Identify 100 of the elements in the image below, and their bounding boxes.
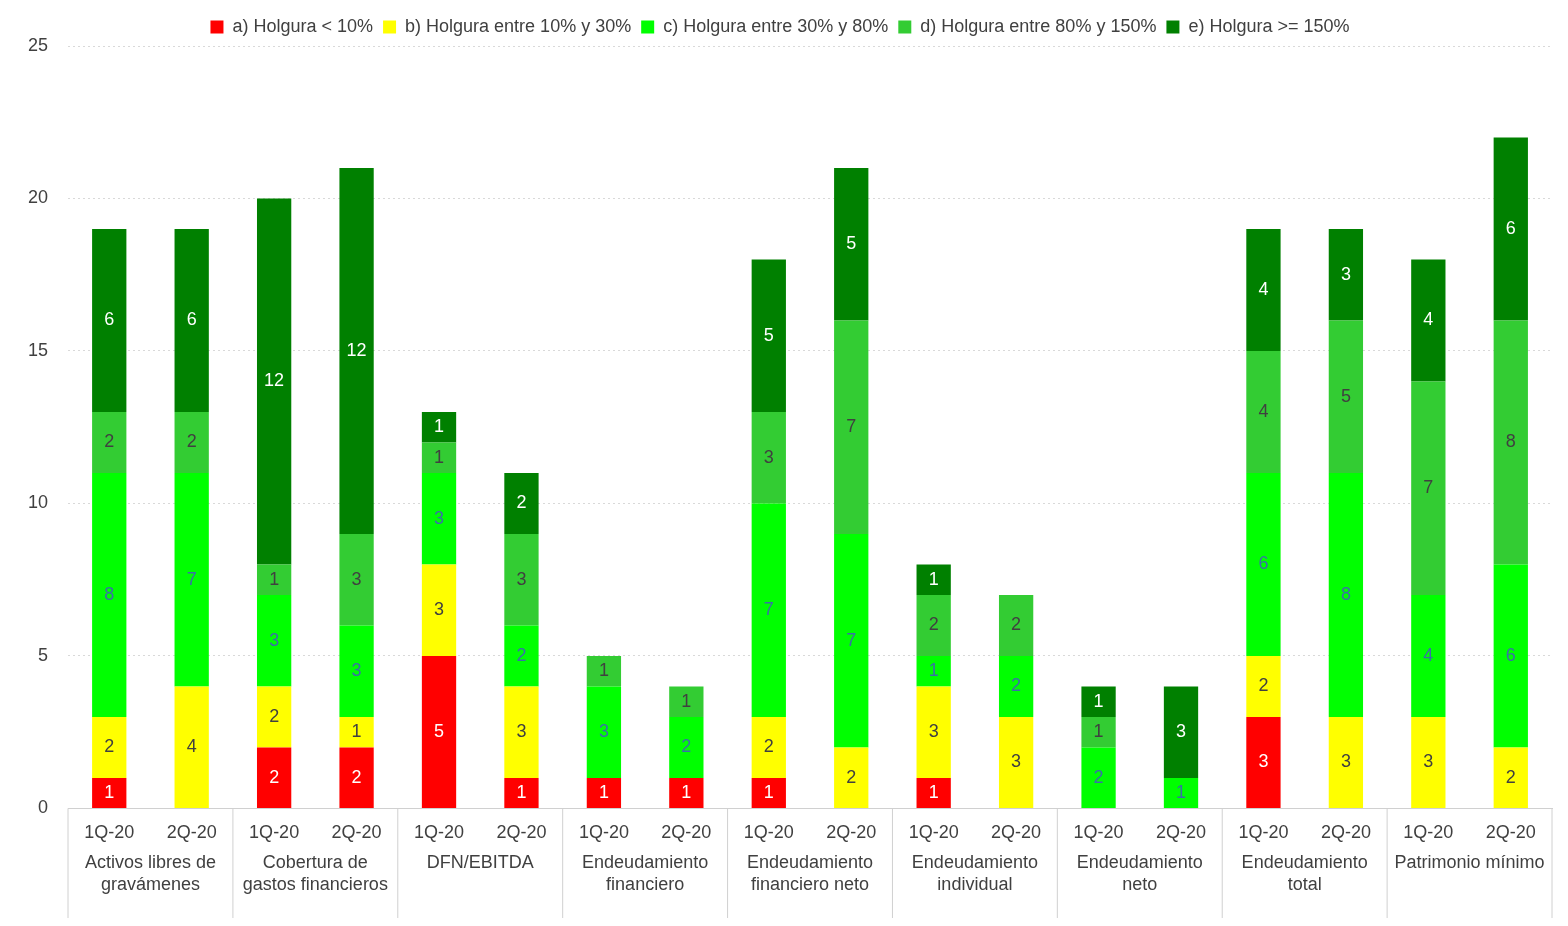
data-label: 1 — [434, 446, 445, 467]
y-tick-label: 0 — [38, 797, 49, 818]
bar — [339, 167, 374, 534]
data-label: 3 — [1423, 751, 1434, 772]
data-label: 7 — [763, 599, 774, 620]
bar — [421, 411, 457, 443]
bar — [834, 320, 869, 534]
text: Patrimonio mínimo — [1394, 852, 1545, 873]
text: Endeudamiento total — [1241, 852, 1368, 895]
data-label: 2 — [763, 736, 774, 757]
y-tick-label: 5 — [38, 644, 49, 665]
bar — [586, 655, 622, 687]
data-label: 1 — [681, 690, 692, 711]
x-tick-label: 1Q-20 — [249, 822, 300, 843]
bar — [339, 747, 374, 808]
bar — [916, 594, 951, 656]
data-label: 5 — [434, 720, 445, 741]
data-label: 5 — [1340, 385, 1351, 406]
bar — [504, 472, 539, 534]
data-label: 4 — [1258, 278, 1269, 299]
bar — [751, 411, 786, 504]
y-tick-label: 10 — [27, 492, 49, 513]
bar — [92, 716, 127, 778]
data-label: 3 — [1176, 721, 1187, 742]
data-label: 2 — [1258, 675, 1269, 696]
bar — [339, 625, 374, 717]
data-label: 2 — [104, 736, 115, 757]
x-tick-label: 1Q-20 — [1403, 822, 1454, 843]
bar — [1328, 716, 1364, 808]
data-label: 2 — [269, 705, 280, 726]
data-label: 1 — [516, 781, 527, 802]
data-label: 4 — [186, 736, 197, 757]
data-label: 4 — [1423, 644, 1434, 665]
bar — [421, 564, 457, 656]
text: Activos libres de gravámenes — [84, 852, 216, 895]
data-label: 1 — [104, 781, 115, 802]
data-label: 12 — [264, 370, 285, 391]
data-label: 7 — [1423, 477, 1434, 498]
data-label: 3 — [351, 568, 362, 589]
bar — [1493, 747, 1528, 808]
data-label: 1 — [763, 781, 774, 802]
bar — [1163, 777, 1199, 808]
bar — [256, 198, 292, 565]
bar — [669, 716, 704, 778]
bar — [586, 777, 622, 808]
x-tick-label: 2Q-20 — [1320, 822, 1371, 843]
data-label: 1 — [1093, 690, 1104, 711]
data-label: 7 — [186, 568, 197, 589]
bar — [1163, 686, 1199, 778]
data-label: 3 — [516, 568, 527, 589]
x-tick-label: 1Q-20 — [84, 822, 135, 843]
data-label: 7 — [846, 416, 857, 437]
bar — [1246, 228, 1281, 351]
data-label: 1 — [928, 781, 939, 802]
data-label: 2 — [186, 431, 197, 452]
data-label: 6 — [104, 309, 115, 330]
x-tick-label: 1Q-20 — [578, 822, 629, 843]
bar — [834, 533, 869, 748]
data-label: 3 — [598, 721, 609, 742]
x-tick-label: 2Q-20 — [331, 822, 382, 843]
text: DFN/EBITDA — [426, 852, 534, 873]
bar — [1328, 228, 1364, 321]
bar — [1493, 320, 1528, 565]
bar — [1493, 137, 1528, 321]
bar — [916, 564, 951, 595]
data-label: 2 — [269, 766, 280, 787]
x-tick-label: 2Q-20 — [166, 822, 217, 843]
bar — [256, 747, 292, 808]
x-tick-label: 1Q-20 — [1238, 822, 1289, 843]
bar — [339, 533, 374, 626]
bar — [834, 167, 869, 321]
bar — [174, 228, 209, 412]
data-label: 7 — [846, 629, 857, 650]
data-label: 2 — [681, 736, 692, 757]
bar — [998, 655, 1034, 717]
bar — [998, 594, 1034, 656]
y-tick-label: 15 — [27, 339, 49, 360]
data-label: 2 — [1093, 766, 1104, 787]
data-label: 8 — [104, 583, 115, 604]
data-label: 2 — [846, 766, 857, 787]
bar — [751, 503, 786, 717]
data-label: 4 — [1423, 309, 1434, 330]
data-label: 3 — [516, 721, 527, 742]
bar — [92, 411, 127, 473]
data-label: 3 — [434, 599, 445, 620]
legend-label: e) Holgura >= 150% — [1188, 15, 1350, 36]
bar — [998, 716, 1034, 808]
legend-label: c) Holgura entre 30% y 80% — [663, 15, 889, 36]
data-label: 2 — [516, 492, 527, 513]
bar — [669, 777, 704, 808]
data-label: 3 — [763, 446, 774, 467]
bar — [1246, 350, 1281, 473]
bar — [1246, 716, 1281, 808]
bar — [669, 686, 704, 717]
data-label: 6 — [1258, 553, 1269, 574]
legend-label: b) Holgura entre 10% y 30% — [405, 15, 632, 36]
x-tick-label: 2Q-20 — [991, 822, 1042, 843]
x-tick-label: 2Q-20 — [1485, 822, 1536, 843]
legend-label: d) Holgura entre 80% y 150% — [920, 15, 1157, 36]
bar — [586, 686, 622, 778]
